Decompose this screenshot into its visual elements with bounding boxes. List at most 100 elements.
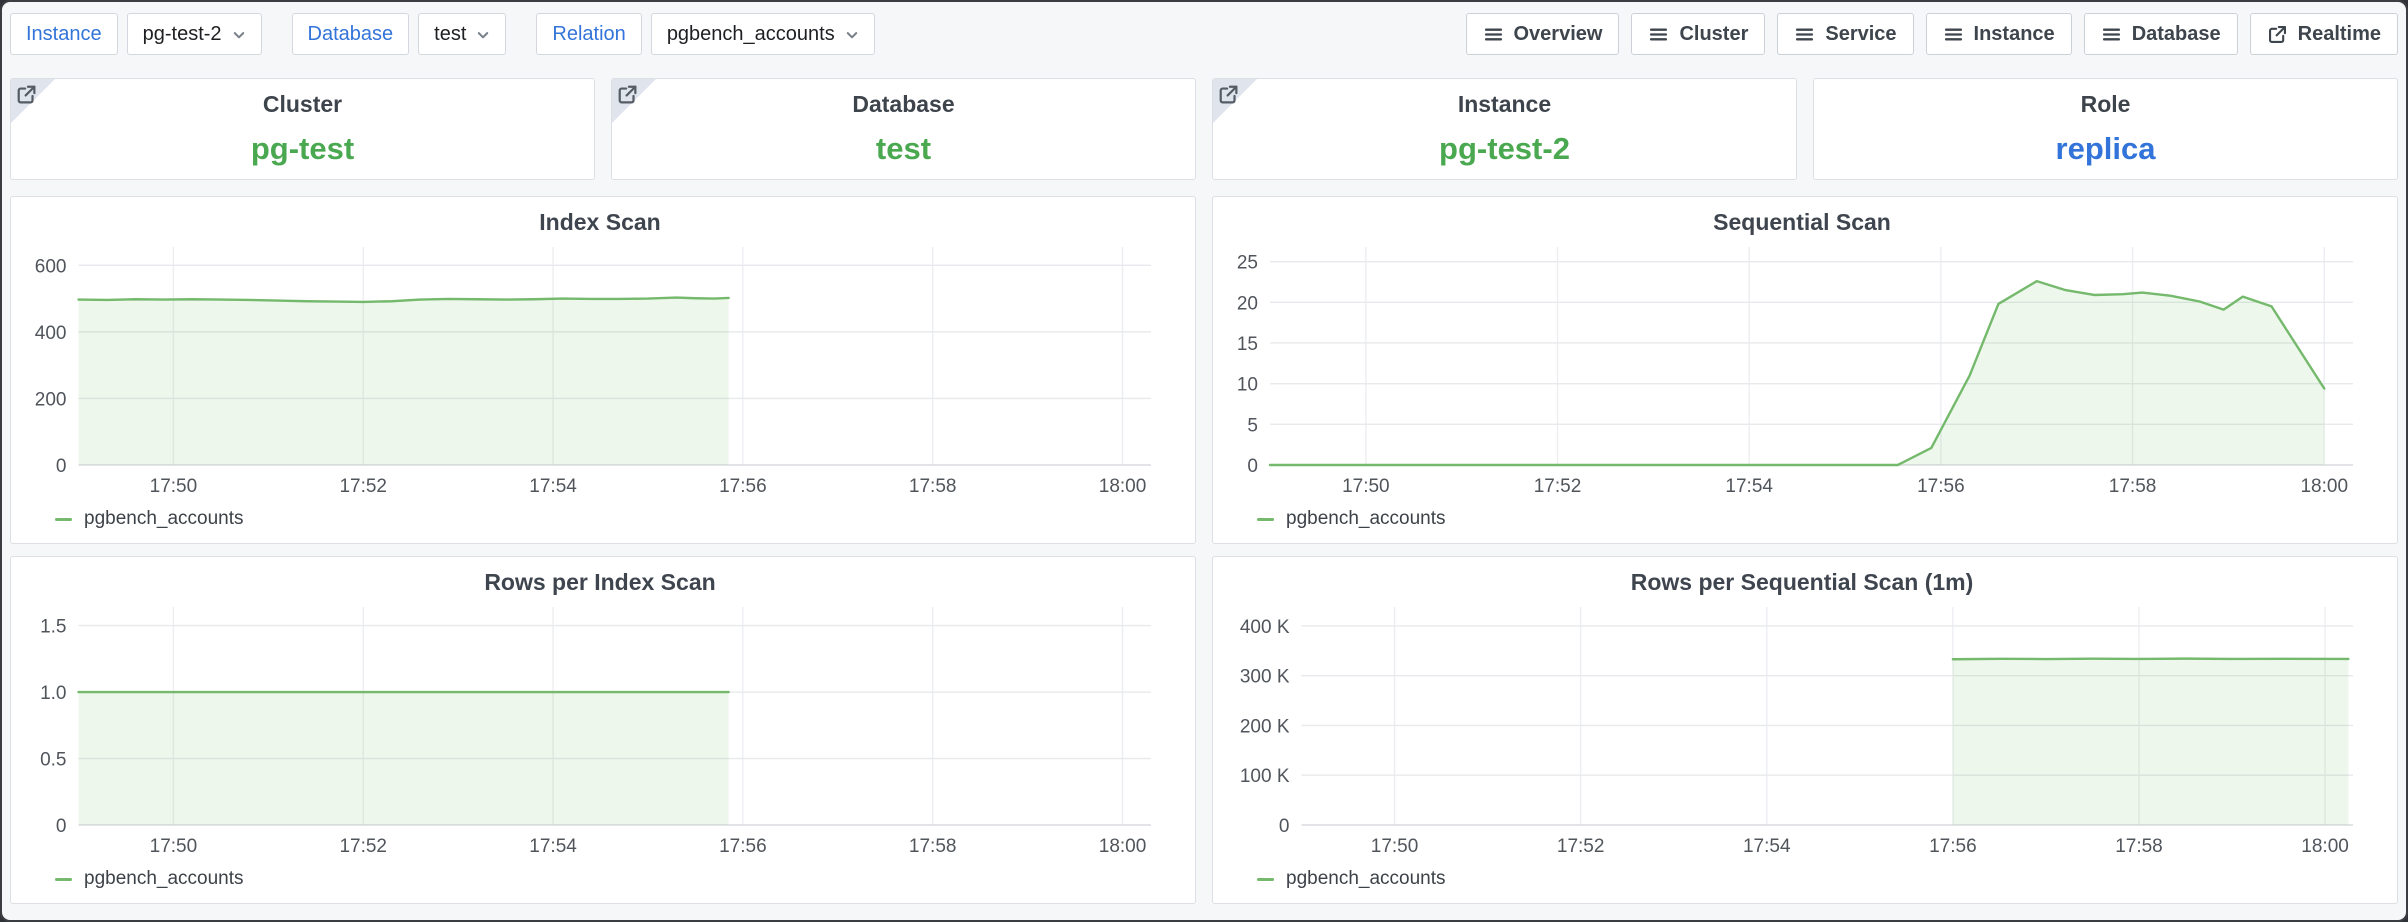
legend-item[interactable]: pgbench_accounts — [1257, 508, 1446, 530]
x-axis-label: 17:58 — [2109, 476, 2157, 497]
stat-panel-database: Database test — [611, 78, 1196, 180]
top-bar: Instance pg-test-2 Database test Rel — [10, 12, 2398, 56]
x-axis-label: 17:58 — [909, 476, 957, 497]
legend-item[interactable]: pgbench_accounts — [55, 508, 244, 530]
y-axis-label: 400 K — [1240, 617, 1290, 638]
legend-item[interactable]: pgbench_accounts — [1257, 868, 1446, 890]
y-axis-label: 20 — [1237, 293, 1258, 314]
x-axis-label: 17:50 — [1342, 476, 1390, 497]
chart-panel-sequential-scan: Sequential Scan 17:50 17:52 17:54 17:56 17:5… — [1212, 196, 2398, 544]
y-axis-label: 600 — [35, 256, 67, 277]
stat-value: test — [875, 131, 932, 166]
menu-icon — [2102, 28, 2120, 40]
chart-svg: 17:50 17:52 17:54 17:56 17:58 18:00 0 5 10 15 20 25 — [1237, 247, 2353, 497]
panel-link-icon[interactable] — [612, 79, 658, 125]
y-axis-label: 0 — [56, 456, 67, 477]
x-axis-label: 18:00 — [1099, 476, 1147, 497]
stat-panel-instance: Instance pg-test-2 — [1212, 78, 1797, 180]
x-axis-label: 17:54 — [1743, 836, 1791, 857]
chevron-down-icon — [846, 32, 857, 39]
chart-legend: pgbench_accounts — [55, 501, 1179, 537]
legend-item[interactable]: pgbench_accounts — [55, 868, 244, 890]
stat-panel-role: Role replica — [1813, 78, 2398, 180]
relation-filter-label: Relation — [536, 13, 642, 55]
x-axis-label: 17:56 — [719, 476, 767, 497]
stat-value: pg-test-2 — [1439, 131, 1570, 166]
y-axis-label: 0 — [1279, 816, 1290, 837]
menu-icon — [1484, 28, 1502, 40]
stat-row: Cluster pg-test Database test Instance p… — [10, 78, 2398, 180]
panel-title[interactable]: Cluster — [262, 91, 343, 117]
panel-title[interactable]: Sequential Scan — [1713, 209, 1891, 235]
chart-legend: pgbench_accounts — [1257, 861, 2381, 897]
chevron-down-icon — [478, 32, 489, 39]
filter-group-instance: Instance pg-test-2 — [10, 13, 262, 55]
x-axis-label: 17:50 — [150, 476, 198, 497]
series-area — [78, 692, 729, 825]
realtime-button[interactable]: Realtime — [2249, 13, 2398, 55]
y-axis-label: 300 K — [1240, 667, 1290, 688]
y-axis-label: 0 — [56, 816, 67, 837]
chart-panel-index-scan: Index Scan 17:50 17:52 17:54 17:56 17:58 18:0… — [10, 196, 1196, 544]
panel-title[interactable]: Index Scan — [539, 209, 661, 235]
series-area — [1952, 658, 2349, 825]
x-axis-label: 17:56 — [1917, 476, 1965, 497]
cluster-button[interactable]: Cluster — [1631, 13, 1766, 55]
y-axis-label: 100 K — [1240, 766, 1290, 787]
panel-link-icon[interactable] — [1213, 79, 1259, 125]
y-axis-label: 200 K — [1240, 716, 1290, 737]
chart-plot-index-scan[interactable]: 17:50 17:52 17:54 17:56 17:58 18:00 0 200 400 600 — [21, 239, 1179, 501]
panel-title[interactable]: Database — [852, 91, 955, 117]
panel-title[interactable]: Instance — [1457, 91, 1552, 117]
x-axis-label: 17:52 — [1534, 476, 1582, 497]
stat-panel-cluster: Cluster pg-test — [10, 78, 595, 180]
stat-value: replica — [2055, 131, 2156, 166]
series-line — [77, 296, 730, 304]
database-filter-dropdown[interactable]: test — [418, 13, 507, 55]
instance-filter-dropdown[interactable]: pg-test-2 — [126, 13, 262, 55]
instance-filter-label: Instance — [10, 13, 118, 55]
nav-buttons: Overview Cluster Service Instance Databa… — [1465, 13, 2398, 55]
series-area — [1270, 281, 2325, 465]
x-axis-label: 17:54 — [529, 836, 577, 857]
y-axis-label: 400 — [35, 323, 67, 344]
filter-group-database: Database test — [291, 13, 507, 55]
y-axis-label: 200 — [35, 389, 67, 410]
x-axis-label: 17:50 — [150, 836, 198, 857]
y-axis-label: 10 — [1237, 375, 1258, 396]
chart-svg: 17:50 17:52 17:54 17:56 17:58 18:00 0 0.5 1.0 1.5 — [40, 607, 1151, 857]
chart-svg: 17:50 17:52 17:54 17:56 17:58 18:00 0 100 K 200 … — [1240, 607, 2353, 857]
panel-title[interactable]: Role — [2080, 91, 2131, 117]
x-axis-label: 17:58 — [909, 836, 957, 857]
chart-svg: 17:50 17:52 17:54 17:56 17:58 18:00 0 200 400 600 — [35, 247, 1151, 497]
database-button[interactable]: Database — [2083, 13, 2238, 55]
x-axis-label: 17:56 — [1929, 836, 1977, 857]
relation-filter-dropdown[interactable]: pgbench_accounts — [650, 13, 875, 55]
panel-title[interactable]: Rows per Sequential Scan (1m) — [1630, 569, 1974, 595]
y-axis-label: 0 — [1247, 456, 1258, 477]
series-color-dash — [55, 517, 72, 521]
chevron-down-icon — [233, 32, 244, 39]
y-axis-label: 15 — [1237, 334, 1258, 355]
menu-icon — [1650, 28, 1668, 40]
database-filter-label: Database — [291, 13, 410, 55]
x-axis-label: 18:00 — [2300, 476, 2348, 497]
x-axis-label: 17:52 — [1557, 836, 1605, 857]
panel-title[interactable]: Rows per Index Scan — [484, 569, 716, 595]
y-axis-label: 1.0 — [40, 683, 66, 704]
x-axis-label: 18:00 — [2301, 836, 2349, 857]
menu-icon — [1796, 28, 1814, 40]
instance-button[interactable]: Instance — [1925, 13, 2072, 55]
menu-icon — [1944, 28, 1962, 40]
chart-plot-sequential-scan[interactable]: 17:50 17:52 17:54 17:56 17:58 18:00 0 5 10 15 20 25 — [1223, 239, 2381, 501]
x-axis-label: 17:50 — [1371, 836, 1419, 857]
overview-button[interactable]: Overview — [1465, 13, 1620, 55]
chart-plot-rows-per-sequential-scan[interactable]: 17:50 17:52 17:54 17:56 17:58 18:00 0 100 K 200 … — [1223, 599, 2381, 861]
panel-link-icon[interactable] — [11, 79, 57, 125]
chart-grid: Index Scan 17:50 17:52 17:54 17:56 17:58 18:0… — [10, 196, 2398, 904]
series-line — [1951, 657, 2350, 661]
chart-plot-rows-per-index-scan[interactable]: 17:50 17:52 17:54 17:56 17:58 18:00 0 0.5 1.0 1.5 — [21, 599, 1179, 861]
service-button[interactable]: Service — [1777, 13, 1914, 55]
series-color-dash — [55, 877, 72, 881]
